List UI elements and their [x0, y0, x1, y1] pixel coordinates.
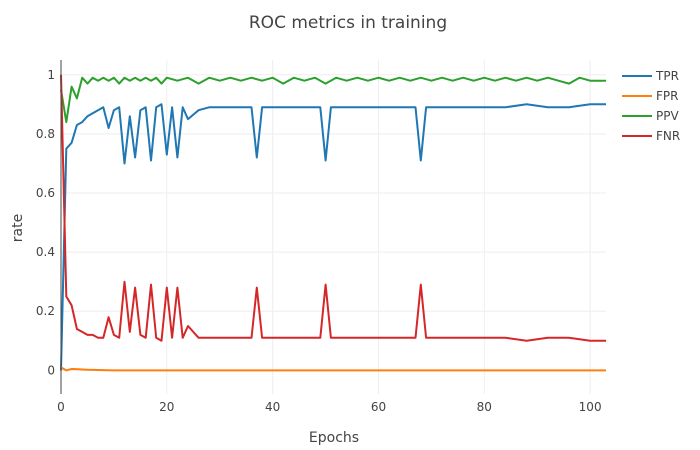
legend-item-ppv[interactable]: PPV: [622, 109, 679, 123]
legend-item-fnr[interactable]: FNR: [622, 129, 680, 143]
series-line-fnr: [60, 74, 606, 342]
series-line-ppv: [60, 76, 606, 124]
y-axis-ticks: 0 0.2 0.4 0.6 0.8 1: [36, 68, 55, 378]
legend[interactable]: TPR FPR PPV FNR: [622, 69, 680, 143]
legend-label: FNR: [656, 129, 680, 143]
legend-label: PPV: [656, 109, 679, 123]
series-line-tpr: [60, 103, 606, 371]
y-tick-label: 0.4: [36, 245, 55, 259]
x-axis-ticks: 0 20 40 60 80 100: [57, 400, 601, 414]
legend-label: FPR: [656, 89, 678, 103]
x-tick-label: 0: [57, 400, 65, 414]
x-tick-label: 20: [159, 400, 174, 414]
y-tick-label: 0.6: [36, 186, 55, 200]
x-axis-title: Epochs: [309, 430, 359, 446]
y-tick-label: 0: [47, 363, 55, 377]
y-tick-label: 0.8: [36, 127, 55, 141]
legend-label: TPR: [655, 69, 679, 83]
y-tick-label: 1: [47, 68, 55, 82]
series-group: [60, 74, 606, 372]
x-tick-label: 40: [265, 400, 280, 414]
legend-item-tpr[interactable]: TPR: [622, 69, 679, 83]
series-line-fpr: [60, 366, 606, 372]
legend-item-fpr[interactable]: FPR: [622, 89, 678, 103]
chart-title: ROC metrics in training: [249, 13, 447, 33]
y-axis-title: rate: [10, 214, 26, 242]
y-tick-label: 0.2: [36, 304, 55, 318]
x-tick-label: 60: [371, 400, 386, 414]
x-tick-label: 100: [579, 400, 602, 414]
x-tick-label: 80: [477, 400, 492, 414]
grid: [60, 60, 606, 394]
